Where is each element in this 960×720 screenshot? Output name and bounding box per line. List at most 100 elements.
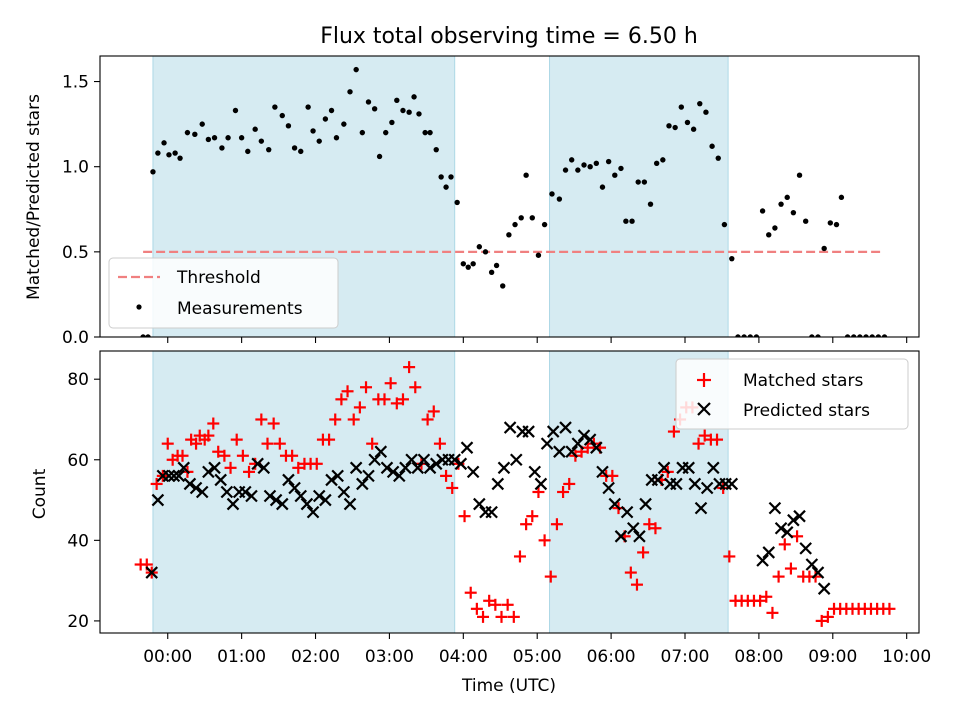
threshold-legend-label: Threshold [176,268,261,288]
measurement-point [298,148,304,155]
observing-interval [549,55,729,338]
predicted-star-point [362,469,375,483]
matched-star-point [341,385,354,398]
measurement-point [383,129,389,136]
predicted-star-point [700,481,714,495]
measurement-point [266,146,272,153]
measurement-point [647,201,654,207]
measurement-point [790,209,797,216]
measurement-point [833,221,840,228]
matched-star-point [550,518,563,531]
measurement-point [759,208,766,214]
x-tick-label: 05:00 [513,647,562,667]
predicted-star-point [583,433,597,446]
matched-star-point [483,594,496,607]
measurement-point [612,172,618,178]
matched-star-point [766,606,779,619]
predicted-star-point [491,477,505,491]
y-tick-label: 60 [67,451,89,471]
matched-legend-label: Matched stars [743,371,863,391]
measurements-legend-label: Measurements [177,299,303,319]
measurement-point [747,334,753,337]
measurement-point [333,135,340,141]
matched-star-point [754,594,767,607]
predicted-star-point [602,481,615,495]
predicted-star-point [405,453,418,467]
predicted-star-point [294,489,308,503]
predicted-star-point [787,513,800,527]
predicted-star-point [620,505,634,519]
measurement-point [225,135,231,141]
predicted-star-point [473,497,486,511]
matched-legend-swatch [697,373,711,387]
matched-star-point [176,449,189,462]
y-tick-label: 1.0 [62,158,89,178]
y-tick-label: 80 [67,370,89,390]
measurement-point [161,140,167,146]
bottom-x-ticks: 00:00 01:00 02:00 03:00 04:00 05:00 06:00 07:00… [143,633,931,667]
measurement-point [291,145,298,151]
matched-star-point [267,417,280,430]
measurement-point [635,179,641,185]
predicted-star-point [195,485,209,499]
matched-star-point [520,518,533,531]
measurement-point [476,244,483,250]
measurement-point [219,145,225,151]
matched-star-point [440,469,453,482]
predicted-star-point [214,473,227,487]
measurement-point [488,269,495,275]
measurement-point [857,334,863,337]
predicted-star-point [762,546,776,559]
matched-star-point [433,437,446,450]
measurement-point [581,162,587,168]
matched-star-point [711,433,724,446]
matched-star-point [532,486,545,498]
predicted-star-point [540,437,554,450]
y-tick-label: 0.5 [62,243,89,263]
top-legend-box [108,257,339,329]
measurement-point [863,334,869,337]
top-panel: 0.0 0.5 1.0 1.5 Matched/Predicted stars Thr… [24,55,920,348]
predicted-star-point [177,461,191,475]
measurement-point [211,135,218,141]
predicted-star-point [368,453,381,467]
predicted-star-point [651,473,665,487]
matched-star-point [458,510,471,523]
predicted-star-point [167,469,181,483]
predicted-star-point [374,445,388,458]
predicted-star-point [497,461,511,475]
measurement-point [238,135,245,141]
measurement-point [549,191,555,197]
predicted-star-point [399,461,412,475]
matched-star-point [643,518,656,531]
predicted-star-point [423,461,437,475]
matched-star-point [218,449,231,462]
measurement-point [305,104,311,110]
matched-star-point [772,570,785,583]
matched-star-point [261,437,274,450]
matched-star-point [161,437,174,450]
predicted-star-point [331,469,344,483]
predicted-star-point [349,461,363,475]
matched-star-point [310,457,323,470]
matched-star-point [390,397,403,410]
measurement-point [406,109,412,115]
measurement-point [245,148,251,155]
predicted-star-point [275,497,289,511]
x-tick-label: 08:00 [734,647,783,667]
matched-star-point [360,381,373,394]
matched-star-point [286,449,299,462]
predicted-star-point [596,465,609,479]
measurement-point [506,232,512,238]
measurement-point [166,152,172,158]
measurement-point [821,245,827,252]
predicted-star-point [162,469,176,483]
measurement-point [371,106,378,112]
predicted-stars-points [145,421,831,595]
matched-star-point [396,393,409,406]
matched-star-point [883,602,896,615]
matched-star-point [606,469,619,482]
matched-star-point [366,437,379,450]
matched-star-point [526,510,539,523]
predicted-star-point [670,477,683,491]
